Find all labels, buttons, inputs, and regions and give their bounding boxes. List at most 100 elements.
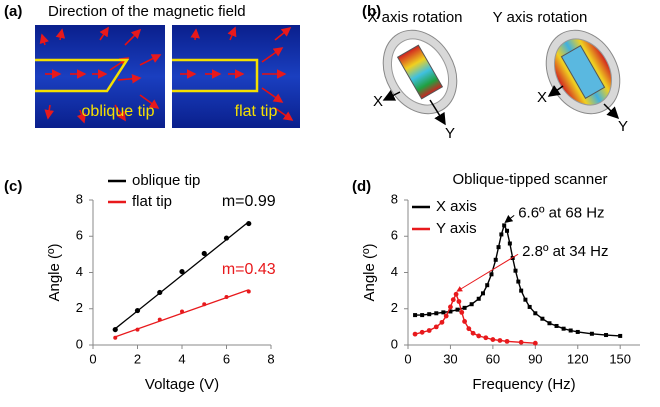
point bbox=[448, 304, 453, 310]
axis-label: Y bbox=[618, 118, 628, 135]
annotation: 2.8º at 34 Hz bbox=[522, 243, 608, 260]
x-tick-label: 6 bbox=[223, 351, 230, 366]
point bbox=[420, 313, 425, 318]
point bbox=[419, 329, 425, 335]
point bbox=[246, 220, 252, 227]
annotation-arrow bbox=[456, 253, 519, 292]
legend-label: flat tip bbox=[132, 193, 172, 210]
y-tick-label: 4 bbox=[391, 264, 398, 279]
panel-label: (d) bbox=[352, 178, 371, 195]
y-tick-label: 6 bbox=[391, 228, 398, 243]
point bbox=[202, 302, 207, 307]
y-tick-label: 6 bbox=[76, 228, 83, 243]
x-tick-label: 0 bbox=[404, 351, 411, 366]
point bbox=[434, 311, 439, 316]
point bbox=[179, 268, 185, 275]
point bbox=[450, 297, 456, 303]
point bbox=[134, 307, 141, 314]
y-tick-label: 2 bbox=[76, 300, 83, 315]
point bbox=[507, 241, 512, 246]
field-image-oblique bbox=[35, 25, 165, 128]
point bbox=[561, 326, 566, 331]
point bbox=[476, 333, 482, 339]
point bbox=[523, 297, 528, 302]
point bbox=[112, 326, 118, 333]
annotation: 6.6º at 68 Hz bbox=[518, 204, 604, 221]
y-axis-title: Angle (º) bbox=[46, 243, 63, 301]
point bbox=[426, 328, 432, 333]
point bbox=[466, 326, 472, 332]
point bbox=[433, 324, 439, 330]
point bbox=[499, 232, 504, 237]
point bbox=[469, 302, 474, 307]
point bbox=[448, 309, 453, 314]
y-tick-label: 8 bbox=[76, 191, 83, 206]
scanner-x-rotation bbox=[382, 29, 458, 126]
point bbox=[554, 323, 559, 328]
point bbox=[462, 305, 467, 310]
point bbox=[485, 283, 490, 288]
point bbox=[180, 309, 184, 314]
axis-label: X bbox=[373, 93, 383, 110]
x-tick-label: 90 bbox=[528, 351, 542, 366]
x-tick-label: 60 bbox=[486, 351, 500, 366]
point bbox=[483, 335, 489, 341]
point bbox=[443, 313, 449, 319]
point bbox=[516, 279, 521, 284]
axis-label: Y bbox=[445, 125, 455, 142]
point bbox=[496, 245, 501, 250]
y-tick-label: 2 bbox=[391, 300, 398, 315]
x-tick-label: 150 bbox=[609, 351, 631, 366]
point bbox=[412, 331, 418, 337]
point bbox=[527, 304, 532, 309]
x-tick-label: 120 bbox=[567, 351, 589, 366]
panel-label: (b) bbox=[362, 3, 381, 20]
chart-title: Oblique-tipped scanner bbox=[452, 171, 607, 188]
point bbox=[246, 289, 251, 294]
panel-title: X axis rotation bbox=[367, 9, 462, 26]
point bbox=[459, 309, 465, 315]
point bbox=[224, 294, 229, 299]
legend-label: X axis bbox=[436, 198, 477, 215]
point bbox=[462, 319, 467, 324]
point bbox=[533, 311, 538, 316]
annotation-arrow bbox=[504, 214, 515, 223]
point bbox=[476, 296, 481, 301]
caption: oblique tip bbox=[82, 103, 155, 120]
panel-title: Direction of the magnetic field bbox=[48, 3, 246, 20]
x-tick-label: 4 bbox=[178, 351, 185, 366]
point bbox=[456, 299, 462, 304]
point bbox=[493, 257, 498, 262]
scanner-y-rotation bbox=[545, 29, 621, 120]
point bbox=[518, 339, 524, 345]
x-axis-title: Voltage (V) bbox=[145, 376, 219, 393]
point bbox=[532, 340, 538, 346]
point bbox=[441, 310, 446, 315]
point bbox=[490, 337, 496, 342]
point bbox=[513, 268, 518, 273]
point bbox=[489, 272, 494, 277]
y-tick-label: 4 bbox=[76, 264, 83, 279]
y-axis-title: Angle (º) bbox=[361, 243, 378, 301]
point bbox=[504, 338, 510, 344]
point bbox=[519, 288, 524, 293]
point bbox=[505, 228, 510, 233]
annotation: m=0.43 bbox=[222, 261, 276, 278]
caption: flat tip bbox=[235, 103, 278, 120]
point bbox=[604, 333, 609, 338]
point bbox=[575, 329, 580, 334]
point bbox=[540, 316, 545, 321]
point bbox=[157, 289, 163, 296]
point bbox=[413, 313, 418, 318]
point bbox=[497, 338, 503, 343]
point bbox=[157, 317, 162, 322]
axis-label: X bbox=[537, 89, 547, 106]
point bbox=[427, 312, 432, 317]
panel-title: Y axis rotation bbox=[493, 9, 588, 26]
point bbox=[453, 291, 459, 297]
x-tick-label: 0 bbox=[89, 351, 96, 366]
x-axis-title: Frequency (Hz) bbox=[472, 376, 575, 393]
point bbox=[618, 333, 623, 338]
panel-label: (a) bbox=[4, 3, 22, 20]
